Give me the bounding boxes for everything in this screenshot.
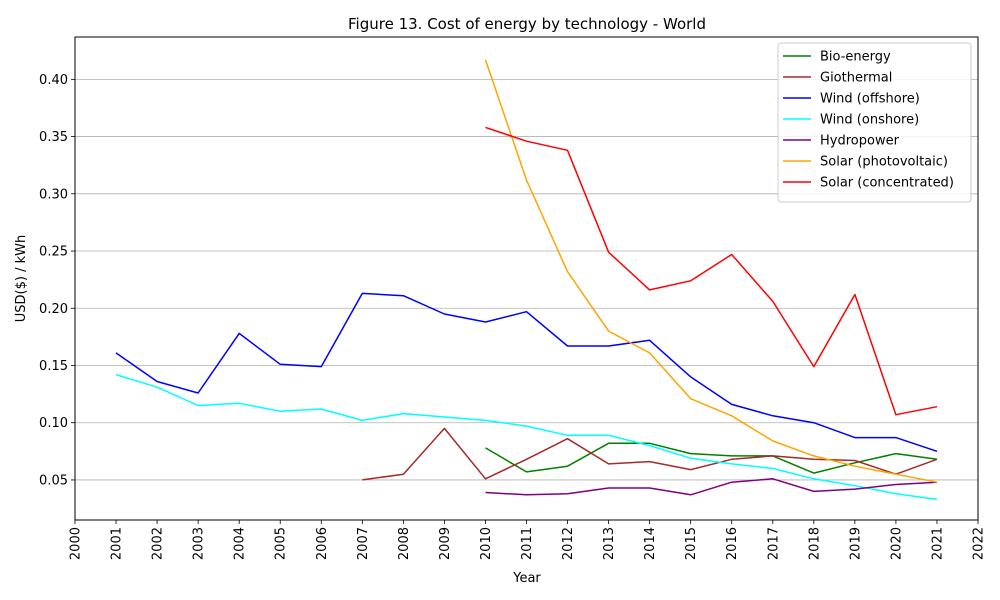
- legend-label: Wind (onshore): [820, 113, 919, 128]
- x-tick-label: 2022: [972, 527, 987, 560]
- x-tick-label: 2012: [561, 527, 576, 560]
- y-tick-label: 0.40: [39, 73, 68, 88]
- y-tick-label: 0.20: [39, 302, 68, 317]
- x-axis-title: Year: [512, 571, 541, 586]
- y-tick-label: 0.10: [39, 416, 68, 431]
- series-lines: [115, 59, 938, 501]
- y-axis: 0.05 0.10 0.15 0.20 0.25 0.30 0.35 0.40: [39, 73, 75, 488]
- x-tick-label: 2020: [889, 527, 904, 560]
- x-tick-label: 2007: [356, 527, 371, 560]
- series-line-6: [485, 126, 938, 416]
- x-tick-label: 2018: [807, 527, 822, 560]
- legend-label: Solar (concentrated): [820, 176, 954, 191]
- x-tick-label: 2019: [848, 527, 863, 560]
- legend: Bio-energy Giothermal Wind (offshore) Wind …: [777, 42, 972, 203]
- x-tick-label: 2013: [602, 527, 617, 560]
- x-tick-label: 2005: [274, 527, 289, 560]
- x-tick-label: 2011: [520, 527, 535, 560]
- legend-label: Hydropower: [820, 134, 900, 149]
- y-tick-label: 0.30: [39, 187, 68, 202]
- series-line-3: [115, 373, 938, 501]
- legend-box: [777, 42, 972, 203]
- series-line-1: [362, 427, 938, 481]
- y-tick-label: 0.05: [39, 473, 68, 488]
- x-tick-label: 2002: [151, 527, 166, 560]
- legend-label: Wind (offshore): [820, 92, 920, 107]
- x-tick-label: 2016: [725, 527, 740, 560]
- x-axis: 2000 2001 2002 2003 2004 2005 2006 2007 2008 2009…: [69, 520, 987, 560]
- x-tick-label: 2010: [479, 527, 494, 560]
- chart-title: Figure 13. Cost of energy by technology …: [348, 15, 706, 33]
- x-tick-label: 2004: [233, 527, 248, 560]
- legend-label: Solar (photovoltaic): [820, 155, 948, 170]
- y-tick-label: 0.15: [39, 359, 68, 374]
- series-line-4: [485, 478, 938, 496]
- x-tick-label: 2003: [192, 527, 207, 560]
- x-tick-label: 2000: [69, 527, 84, 560]
- series-line-0: [485, 442, 938, 474]
- x-tick-label: 2008: [397, 527, 412, 560]
- x-tick-label: 2009: [438, 527, 453, 560]
- legend-label: Giothermal: [820, 71, 892, 86]
- y-tick-label: 0.35: [39, 130, 68, 145]
- x-tick-label: 2001: [110, 527, 125, 560]
- x-tick-label: 2017: [766, 527, 781, 560]
- series-line-5: [484, 59, 938, 483]
- x-tick-label: 2021: [930, 527, 945, 560]
- y-tick-label: 0.25: [39, 245, 68, 260]
- legend-label: Bio-energy: [820, 50, 891, 65]
- x-tick-label: 2014: [643, 527, 658, 560]
- x-tick-label: 2006: [315, 527, 330, 560]
- series-line-2: [115, 292, 938, 453]
- y-axis-title: USD($) / kWh: [14, 235, 29, 322]
- x-tick-label: 2015: [684, 527, 699, 560]
